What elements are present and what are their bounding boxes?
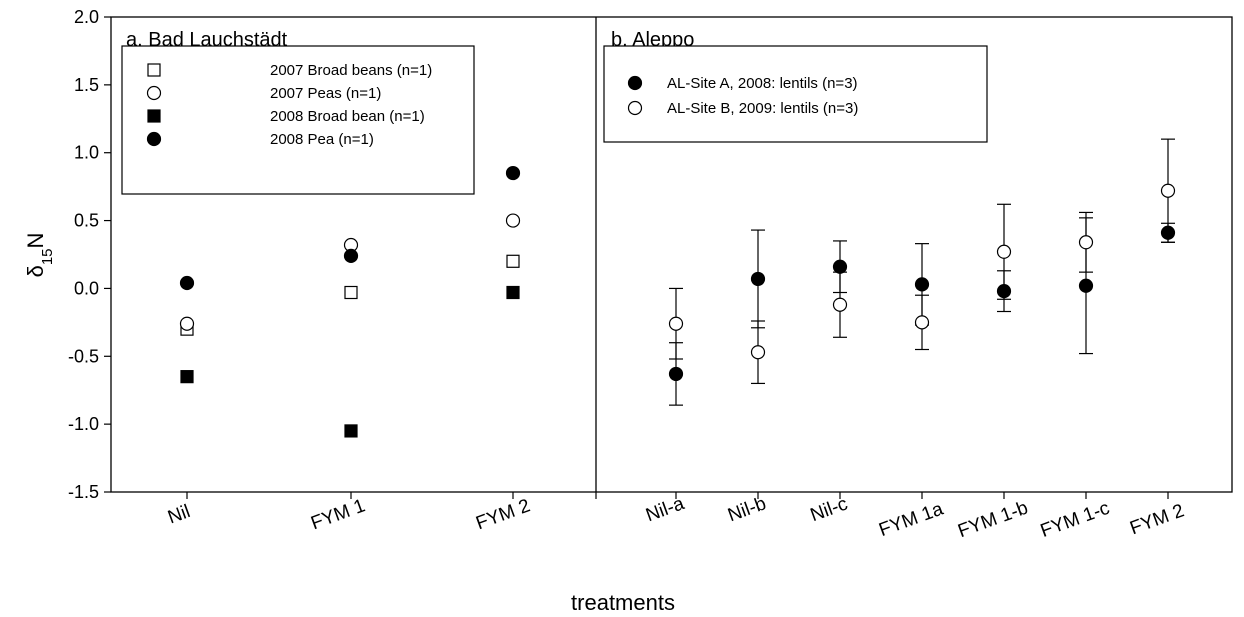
legend-marker <box>146 131 162 147</box>
x-tick-label: Nil <box>165 501 193 528</box>
data-point <box>505 213 521 228</box>
y-tick-label: 0.0 <box>74 278 99 298</box>
y-tick-label: 1.0 <box>74 143 99 163</box>
data-point <box>506 285 520 300</box>
legend-label: 2007 Broad beans (n=1) <box>270 62 432 79</box>
axis-titles: δ15N treatments <box>23 233 675 615</box>
data-point <box>343 248 359 263</box>
legend-marker <box>147 63 161 77</box>
data-point <box>668 316 684 331</box>
legend-box <box>603 45 988 143</box>
x-tick-label: FYM 1 <box>308 495 368 534</box>
legend-label: AL-Site A, 2008: lentils (n=3) <box>667 75 858 92</box>
data-point <box>344 424 358 438</box>
data-point <box>914 315 930 330</box>
data-point <box>832 297 848 312</box>
y-tick-label: 0.5 <box>74 211 99 231</box>
data-point <box>505 165 521 181</box>
legend-marker <box>627 75 643 91</box>
data-point <box>506 254 520 268</box>
data-point <box>1160 183 1176 198</box>
data-point <box>750 345 766 360</box>
data-point <box>1078 235 1094 250</box>
plot-frame <box>110 16 1233 493</box>
legend-label: 2008 Pea (n=1) <box>270 131 374 148</box>
y-axis-title: δ15N <box>23 233 56 278</box>
y-tick-label: 1.5 <box>74 75 99 95</box>
y-tick-label: -1.5 <box>68 482 99 502</box>
x-tick-label: FYM 1a <box>876 498 946 541</box>
data-point <box>750 271 766 287</box>
x-tick-label: FYM 2 <box>473 495 533 534</box>
legend-label: 2008 Broad bean (n=1) <box>270 108 425 125</box>
x-tick-label: Nil-b <box>725 493 769 526</box>
x-tick-label: Nil-c <box>808 493 851 526</box>
data-point <box>832 259 848 274</box>
x-tick-label: FYM 2 <box>1127 500 1187 539</box>
legend-label: AL-Site B, 2009: lentils (n=3) <box>667 100 858 117</box>
y-tick-label: 2.0 <box>74 7 99 27</box>
legend-marker <box>146 85 162 101</box>
x-axis-title: treatments <box>571 590 675 615</box>
x-tick-label: FYM 1-b <box>955 498 1031 543</box>
legend-box <box>121 45 475 195</box>
data-point <box>1078 278 1094 293</box>
axes: 2.0 1.5 1.0 0.5 0.0 -0.5 -1.0 -1.5 <box>68 7 1233 502</box>
data-point <box>668 366 684 382</box>
x-tick-label: Nil-a <box>643 493 687 526</box>
data-point <box>914 277 930 292</box>
legend-marker <box>627 100 643 116</box>
data-point <box>180 370 194 384</box>
data-point <box>996 244 1012 259</box>
data-point <box>179 316 195 331</box>
legend-label: 2007 Peas (n=1) <box>270 85 381 102</box>
y-tick-label: -1.0 <box>68 414 99 434</box>
data-point <box>344 285 358 300</box>
data-point <box>1160 225 1176 240</box>
legend-marker <box>147 109 161 123</box>
data-point <box>996 284 1012 299</box>
x-tick-label: FYM 1-c <box>1038 498 1113 542</box>
y-tick-label: -0.5 <box>68 346 99 366</box>
data-point <box>179 275 195 291</box>
